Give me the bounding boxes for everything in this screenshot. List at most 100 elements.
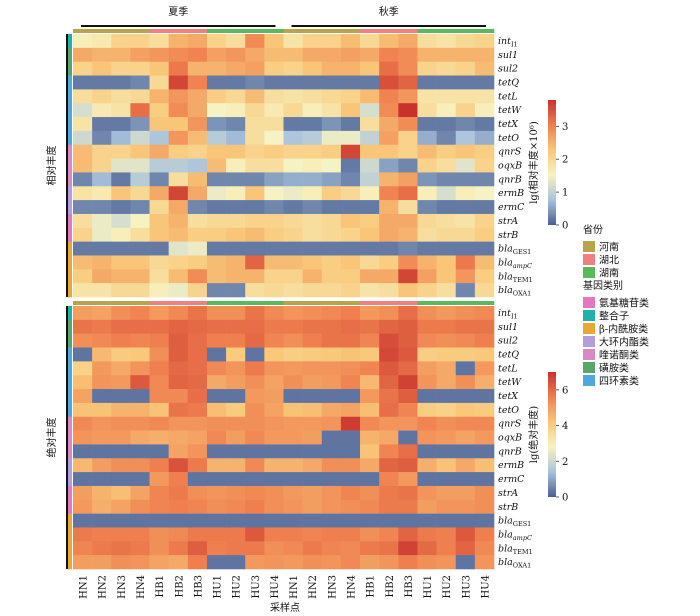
heatmap-cell (245, 541, 265, 556)
heatmap-cell (302, 499, 323, 514)
heatmap-cell (302, 333, 323, 348)
heatmap-cell (73, 485, 93, 501)
heatmap-cell (187, 472, 208, 487)
heatmap-cell (226, 389, 246, 404)
heatmap-cell (436, 130, 457, 146)
heatmap-cell (379, 458, 399, 473)
heatmap-cell (398, 75, 418, 90)
gene-label: sul1 (498, 322, 518, 333)
heatmap-cell (73, 319, 93, 334)
category-strip-cell (68, 103, 72, 118)
gene-label: oqxB (498, 433, 522, 444)
gene-label: ermC (498, 474, 525, 485)
province-strip-cell (436, 29, 457, 33)
heatmap-cell (149, 541, 169, 556)
heatmap-cell (455, 499, 476, 514)
heatmap-cell (73, 333, 93, 348)
heatmap-cell (455, 200, 476, 215)
heatmap-cell (398, 172, 418, 187)
heatmap-cell (206, 75, 227, 90)
sample-label: HB1 (155, 575, 166, 597)
heatmap-cell (206, 555, 227, 570)
province-strip-cell (111, 29, 131, 33)
heatmap-cell (92, 283, 112, 298)
heatmap-cell (340, 402, 361, 418)
sample-label: HN2 (98, 575, 109, 599)
heatmap-cell (130, 34, 150, 49)
heatmap-cell (130, 172, 150, 187)
heatmap-cell (474, 361, 495, 376)
heatmap-cell (245, 361, 265, 376)
heatmap-cell (321, 158, 342, 173)
heatmap-cell (130, 444, 150, 459)
heatmap-cell (302, 269, 323, 284)
category-swatch (583, 310, 595, 321)
heatmap-cell (168, 186, 189, 201)
province-strip-cell (226, 29, 246, 33)
heatmap-cell (340, 347, 361, 362)
heatmap-cell (111, 527, 131, 542)
gene-label: qnrB (498, 446, 522, 457)
heatmap-cell (417, 241, 437, 256)
heatmap-cell (206, 255, 227, 270)
heatmap-cell (340, 213, 361, 229)
heatmap-cell (111, 255, 131, 270)
heatmap-cell (321, 75, 342, 90)
heatmap-cell (379, 527, 399, 542)
sample-label: HU3 (461, 575, 472, 599)
heatmap-cell (73, 158, 93, 173)
heatmap-cell (360, 117, 380, 132)
heatmap-cell (73, 472, 93, 487)
heatmap-cell (398, 103, 418, 118)
colorbar-gradient (548, 100, 556, 225)
heatmap-cell (168, 389, 189, 404)
heatmap-cell (245, 34, 265, 49)
heatmap-cell (245, 430, 265, 445)
sample-label: HB1 (366, 575, 377, 597)
heatmap-cell (149, 213, 169, 229)
heatmap-cell (226, 333, 246, 348)
heatmap-cell (92, 389, 112, 404)
heatmap-cell (92, 472, 112, 487)
heatmap-cell (168, 130, 189, 146)
heatmap-cell (436, 347, 457, 362)
heatmap-cell (455, 89, 476, 104)
heatmap-cell (455, 389, 476, 404)
heatmap-cell (283, 333, 303, 348)
province-strip-cell (379, 29, 399, 33)
heatmap-cell (187, 485, 208, 501)
heatmap-cell (149, 130, 169, 146)
heatmap-cell (92, 416, 112, 431)
heatmap-cell (321, 306, 342, 321)
heatmap-cell (474, 89, 495, 104)
heatmap-cell (245, 458, 265, 473)
heatmap-cell (302, 347, 323, 362)
heatmap-cell (321, 402, 342, 418)
heatmap-cell (168, 485, 189, 501)
heatmap-cell (149, 319, 169, 334)
heatmap-cell (149, 283, 169, 298)
heatmap-cell (436, 144, 457, 159)
category-strip-cell (68, 361, 72, 376)
heatmap-cell (360, 200, 380, 215)
heatmap-cell (321, 416, 342, 431)
heatmap-cell (187, 47, 208, 62)
heatmap-cell (302, 458, 323, 473)
category-strip-cell (68, 241, 72, 256)
heatmap-cell (130, 499, 150, 514)
gene-label: ermB (498, 188, 524, 199)
colorbar-tick-label: 0 (562, 221, 568, 232)
heatmap-cell (302, 172, 323, 187)
gene-label: blaampC (498, 529, 532, 542)
heatmap-cell (206, 375, 227, 390)
heatmap-cell (474, 472, 495, 487)
heatmap-cell (149, 555, 169, 570)
heatmap-cell (436, 34, 457, 49)
heatmap-cell (245, 144, 265, 159)
category-strip-cell (68, 333, 72, 348)
heatmap-cell (283, 269, 303, 284)
category-strip-cell (68, 269, 72, 284)
heatmap-cell (379, 172, 399, 187)
sample-label: HU4 (270, 575, 281, 599)
